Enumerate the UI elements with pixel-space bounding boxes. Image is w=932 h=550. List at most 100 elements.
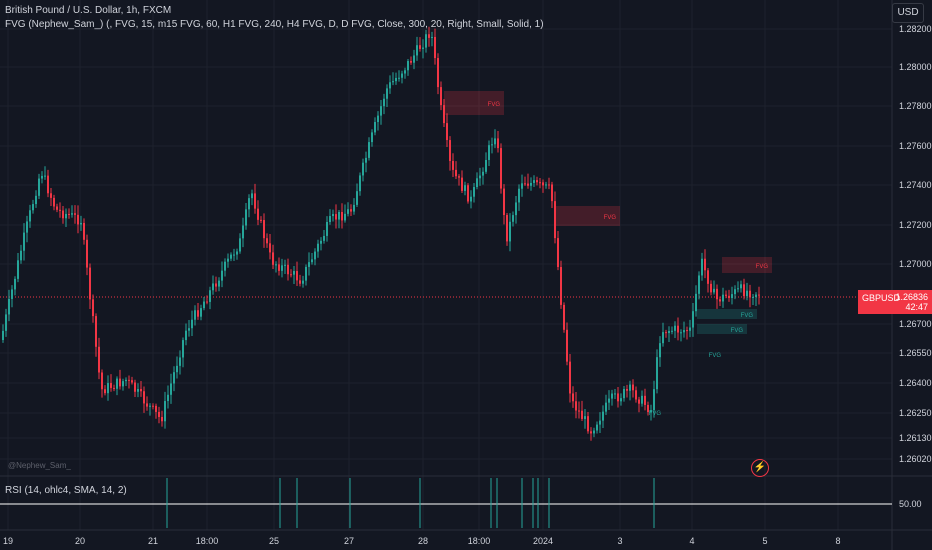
candle-body <box>656 357 658 390</box>
candle-body <box>392 81 394 83</box>
candle-body <box>95 316 97 347</box>
candle-body <box>290 274 292 276</box>
candle-body <box>434 36 436 59</box>
candle-body <box>419 45 421 49</box>
candle-body <box>380 106 382 116</box>
candle-body <box>317 243 319 252</box>
candle-body <box>281 265 283 271</box>
candle-body <box>23 232 25 251</box>
candle-body <box>320 240 322 244</box>
candle-body <box>368 142 370 158</box>
candle-body <box>278 264 280 271</box>
candle-body <box>737 288 739 290</box>
time-axis-label: 25 <box>269 536 279 546</box>
current-price-value: 1.26836 <box>895 292 928 302</box>
candle-body <box>248 198 250 210</box>
candle-body <box>572 393 574 402</box>
candle-body <box>38 178 40 196</box>
fvg-zone <box>556 206 620 226</box>
candle-body <box>722 294 724 302</box>
currency-button[interactable]: USD <box>892 3 924 23</box>
candle-body <box>47 175 49 194</box>
candle-body <box>161 416 163 422</box>
candle-body <box>293 271 295 275</box>
candle-body <box>11 289 13 299</box>
candle-body <box>149 405 151 407</box>
candle-body <box>341 212 343 221</box>
candle-body <box>335 214 337 220</box>
candle-body <box>569 361 571 394</box>
candle-body <box>182 340 184 358</box>
candle-body <box>743 284 745 297</box>
fvg-zone <box>722 257 772 273</box>
candle-body <box>41 175 43 179</box>
candle-body <box>560 267 562 305</box>
fvg-zone <box>444 91 504 115</box>
candle-body <box>602 411 604 421</box>
candle-body <box>584 416 586 419</box>
candle-body <box>629 384 631 391</box>
candle-body <box>26 221 28 233</box>
candle-body <box>353 204 355 212</box>
candle-body <box>239 238 241 252</box>
candle-body <box>326 222 328 236</box>
candle-body <box>104 389 106 394</box>
lightning-icon[interactable]: ⚡ <box>751 459 769 477</box>
time-axis-label: 27 <box>344 536 354 546</box>
candle-body <box>89 267 91 300</box>
candle-body <box>59 209 61 211</box>
candle-body <box>488 145 490 160</box>
fvg-label: FVG <box>731 328 744 334</box>
candle-body <box>107 383 109 394</box>
indicator-legend[interactable]: FVG (Nephew_Sam_) (, FVG, 15, m15 FVG, 6… <box>5 19 544 30</box>
candle-body <box>140 389 142 392</box>
time-axis-label: 2024 <box>533 536 553 546</box>
candle-body <box>689 327 691 331</box>
fvg-label: FVG <box>604 215 617 221</box>
candle-body <box>626 388 628 391</box>
candle-body <box>752 296 754 298</box>
candle-body <box>509 221 511 242</box>
candle-body <box>143 391 145 404</box>
candle-body <box>116 378 118 389</box>
candle-body <box>548 184 550 186</box>
candle-body <box>494 138 496 145</box>
candle-body <box>710 283 712 293</box>
bar-countdown: 42:47 <box>905 302 928 312</box>
price-axis-label: 1.27000 <box>899 259 932 269</box>
candle-body <box>713 288 715 293</box>
candle-body <box>734 289 736 295</box>
candle-body <box>500 148 502 189</box>
candle-body <box>632 384 634 391</box>
candle-body <box>662 332 664 344</box>
rsi-legend[interactable]: RSI (14, ohlc4, SMA, 14, 2) <box>5 485 127 496</box>
candle-body <box>443 105 445 124</box>
candle-body <box>554 201 556 239</box>
candle-body <box>515 202 517 216</box>
candle-body <box>455 169 457 177</box>
candle-body <box>206 301 208 303</box>
candle-body <box>14 278 16 290</box>
current-symbol: GBPUSD <box>862 293 901 303</box>
price-axis-label: 1.27600 <box>899 141 932 151</box>
candle-body <box>167 394 169 402</box>
candle-body <box>275 264 277 266</box>
candle-body <box>707 270 709 284</box>
time-axis-label: 18:00 <box>196 536 219 546</box>
candle-body <box>209 290 211 302</box>
candle-body <box>449 140 451 161</box>
time-axis-label: 28 <box>418 536 428 546</box>
candle-body <box>635 390 637 400</box>
candle-body <box>533 180 535 183</box>
candle-body <box>440 87 442 106</box>
fvg-zone <box>697 309 757 319</box>
symbol-legend[interactable]: British Pound / U.S. Dollar, 1h, FXCM <box>5 5 172 16</box>
candle-body <box>158 411 160 417</box>
candle-body <box>308 262 310 267</box>
candle-body <box>401 73 403 78</box>
candle-body <box>704 258 706 271</box>
fvg-label: FVG <box>756 264 769 270</box>
candle-body <box>599 420 601 425</box>
candle-body <box>404 70 406 74</box>
